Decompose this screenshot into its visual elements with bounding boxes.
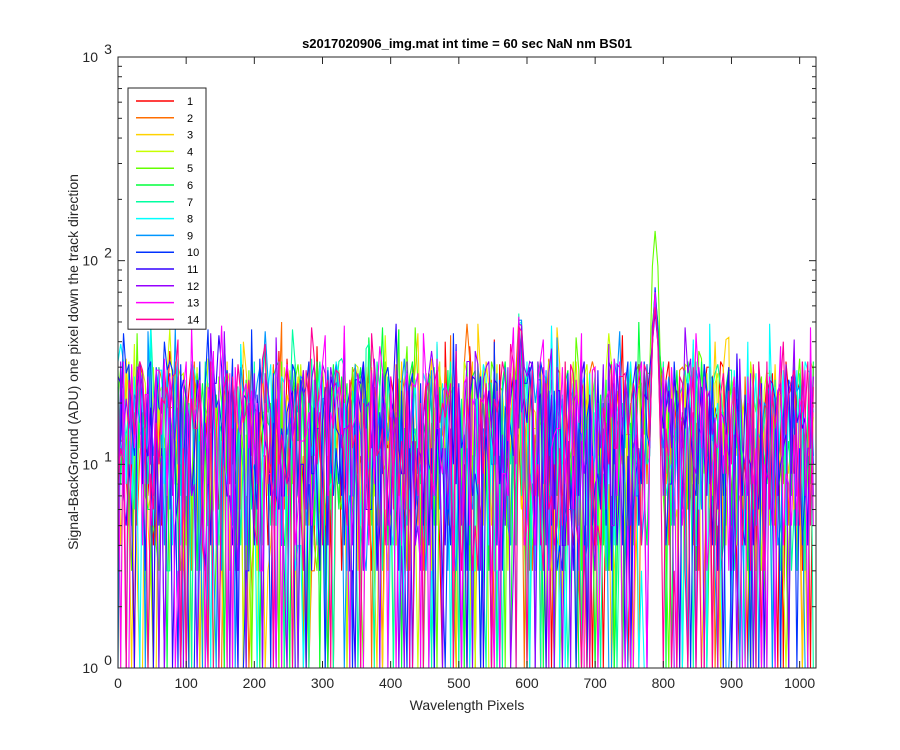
x-tick-label: 400	[379, 675, 403, 691]
x-tick-label: 100	[174, 675, 198, 691]
axes-box	[117, 56, 817, 669]
legend-label-11: 11	[187, 264, 198, 276]
x-axis: 0 100 200 300 400 500 600 700 800 900 1000	[114, 57, 815, 691]
y-tick-label: 10	[82, 253, 98, 269]
y-tick-exponent: 0	[104, 652, 112, 668]
x-tick-label: 800	[652, 675, 676, 691]
series-line-13	[117, 292, 814, 669]
series-line-14	[117, 307, 814, 669]
y-tick-label: 10	[82, 456, 98, 472]
legend-label-6: 6	[187, 180, 193, 192]
legend-label-9: 9	[187, 230, 193, 242]
y-tick-exponent: 1	[104, 448, 112, 464]
legend-label-4: 4	[187, 146, 193, 158]
x-tick-label: 500	[447, 675, 471, 691]
legend-label-3: 3	[187, 130, 193, 142]
x-axis-label: Wavelength Pixels	[410, 697, 525, 713]
y-tick-label: 10	[82, 660, 98, 676]
y-tick-exponent: 3	[104, 41, 112, 57]
legend-box	[127, 87, 207, 330]
x-tick-label: 1000	[784, 675, 815, 691]
y-axis-label: Signal-BackGround (ADU) one pixel down t…	[65, 174, 81, 550]
legend-label-13: 13	[187, 298, 199, 310]
legend-label-14: 14	[187, 314, 199, 326]
y-tick-exponent: 2	[104, 245, 112, 261]
x-tick-label: 200	[243, 675, 267, 691]
x-tick-label: 600	[515, 675, 539, 691]
legend-label-8: 8	[187, 214, 193, 226]
x-tick-label: 300	[311, 675, 335, 691]
series-layer	[117, 230, 814, 669]
chart-title: s2017020906_img.mat int time = 60 sec Na…	[302, 36, 632, 51]
legend-label-12: 12	[187, 281, 199, 293]
y-axis: 10 0 10 1 10 2 10 3	[82, 41, 816, 676]
legend-label-2: 2	[187, 113, 193, 125]
y-tick-label: 10	[82, 49, 98, 65]
legend-label-7: 7	[187, 197, 193, 209]
legend-label-1: 1	[187, 96, 193, 108]
legend-label-5: 5	[187, 163, 193, 175]
x-tick-label: 0	[114, 675, 122, 691]
x-tick-label: 900	[720, 675, 744, 691]
x-tick-label: 700	[583, 675, 607, 691]
legend-label-10: 10	[187, 247, 199, 259]
